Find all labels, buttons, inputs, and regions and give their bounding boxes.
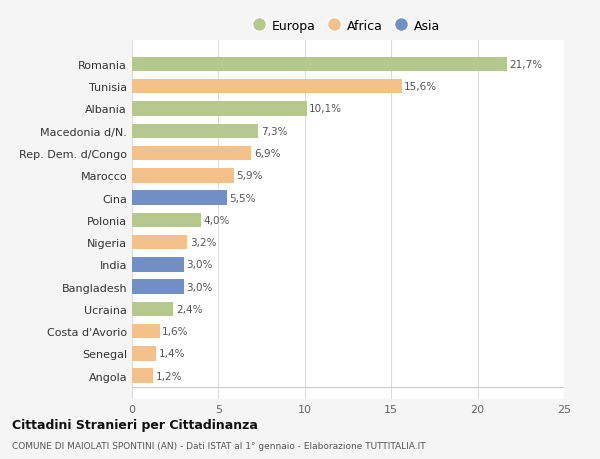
Bar bbox=[132, 369, 153, 383]
Bar bbox=[132, 302, 173, 316]
Text: 1,4%: 1,4% bbox=[159, 349, 185, 358]
Bar bbox=[132, 146, 251, 161]
Text: 10,1%: 10,1% bbox=[309, 104, 342, 114]
Bar bbox=[132, 324, 160, 339]
Legend: Europa, Africa, Asia: Europa, Africa, Asia bbox=[251, 15, 445, 38]
Bar bbox=[132, 168, 234, 183]
Bar bbox=[132, 257, 184, 272]
Text: 3,0%: 3,0% bbox=[187, 282, 213, 292]
Text: 7,3%: 7,3% bbox=[261, 127, 287, 136]
Text: 1,6%: 1,6% bbox=[162, 326, 189, 336]
Text: 5,5%: 5,5% bbox=[230, 193, 256, 203]
Bar bbox=[132, 57, 507, 72]
Bar bbox=[132, 235, 187, 250]
Bar bbox=[132, 280, 184, 294]
Text: Cittadini Stranieri per Cittadinanza: Cittadini Stranieri per Cittadinanza bbox=[12, 418, 258, 431]
Text: COMUNE DI MAIOLATI SPONTINI (AN) - Dati ISTAT al 1° gennaio - Elaborazione TUTTI: COMUNE DI MAIOLATI SPONTINI (AN) - Dati … bbox=[12, 441, 425, 450]
Bar bbox=[132, 213, 201, 228]
Bar bbox=[132, 102, 307, 117]
Bar bbox=[132, 347, 156, 361]
Text: 3,0%: 3,0% bbox=[187, 260, 213, 270]
Text: 5,9%: 5,9% bbox=[236, 171, 263, 181]
Text: 21,7%: 21,7% bbox=[509, 60, 542, 70]
Text: 3,2%: 3,2% bbox=[190, 238, 217, 247]
Bar bbox=[132, 124, 258, 139]
Bar bbox=[132, 80, 401, 94]
Text: 4,0%: 4,0% bbox=[204, 215, 230, 225]
Bar bbox=[132, 191, 227, 205]
Text: 6,9%: 6,9% bbox=[254, 149, 280, 159]
Text: 15,6%: 15,6% bbox=[404, 82, 437, 92]
Text: 1,2%: 1,2% bbox=[155, 371, 182, 381]
Text: 2,4%: 2,4% bbox=[176, 304, 203, 314]
